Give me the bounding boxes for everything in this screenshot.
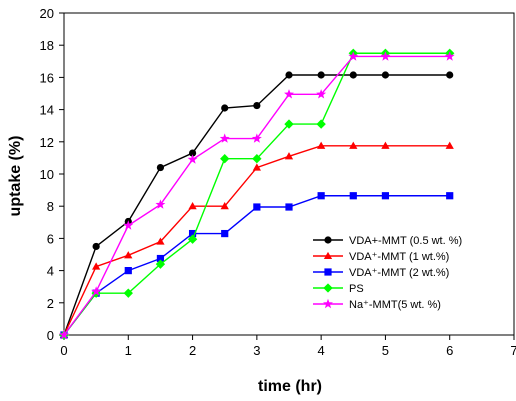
data-point	[251, 133, 262, 143]
data-point	[317, 192, 325, 200]
legend-marker	[323, 298, 333, 309]
data-point	[285, 71, 293, 79]
legend-label: Na⁺-MMT(5 wt. %)	[349, 299, 441, 311]
data-point	[381, 141, 390, 149]
data-point	[252, 154, 262, 164]
data-point	[316, 89, 327, 99]
data-point	[221, 104, 229, 112]
y-tick-label: 8	[47, 199, 54, 214]
y-tick-label: 12	[40, 135, 54, 150]
data-point	[91, 286, 102, 296]
data-point	[219, 133, 230, 143]
data-point	[221, 229, 229, 238]
y-tick-label: 4	[47, 264, 54, 279]
data-point	[380, 51, 391, 61]
legend-label: PS	[349, 283, 364, 295]
legend-entry: PS	[313, 283, 364, 295]
data-point	[123, 288, 133, 298]
y-tick-label: 10	[40, 167, 54, 182]
series-2	[60, 192, 454, 339]
data-point	[285, 203, 293, 211]
data-point	[59, 329, 69, 340]
series-line	[63, 74, 450, 336]
y-tick-label: 0	[47, 328, 54, 343]
data-point	[253, 101, 261, 110]
series-line	[63, 55, 450, 336]
legend-marker	[324, 268, 332, 276]
data-point	[155, 259, 166, 269]
data-point	[156, 254, 165, 263]
data-point	[220, 202, 229, 210]
data-point	[445, 141, 454, 149]
legend-marker	[324, 236, 332, 244]
legend-entry: VDA+-MMT (0.5 wt. %)	[313, 235, 462, 247]
data-point	[316, 119, 326, 129]
data-point	[446, 192, 454, 200]
data-point	[187, 234, 198, 244]
plot-area-frame	[63, 12, 515, 336]
x-tick-label: 5	[382, 343, 389, 358]
series-line	[63, 145, 450, 336]
data-point	[124, 251, 133, 259]
y-tick-label: 16	[40, 70, 54, 85]
series-line	[63, 195, 450, 336]
x-tick-label: 7	[510, 343, 516, 358]
data-point	[124, 267, 132, 275]
y-axis-title: uptake (%)	[7, 136, 24, 217]
data-point	[188, 149, 197, 157]
data-point	[188, 202, 197, 210]
data-point	[156, 237, 165, 245]
y-tick-label: 14	[40, 103, 54, 118]
data-point	[317, 141, 326, 149]
data-point	[317, 71, 325, 79]
x-tick-label: 3	[253, 343, 260, 358]
x-tick-label: 1	[125, 343, 132, 358]
legend-entry: VDA⁺-MMT (1 wt.%)	[313, 251, 449, 263]
data-point	[187, 154, 198, 164]
x-tick-label: 2	[189, 343, 196, 358]
legend-entry: VDA⁺-MMT (2 wt.%)	[313, 267, 449, 279]
x-tick-label: 6	[446, 343, 453, 358]
data-point	[188, 229, 197, 238]
data-point	[155, 199, 166, 209]
x-axis-title: time (hr)	[258, 378, 322, 395]
x-tick-label: 4	[318, 343, 325, 358]
legend-marker	[323, 283, 333, 293]
data-point	[381, 71, 390, 79]
data-point	[92, 242, 100, 251]
legend-label: VDA⁺-MMT (1 wt.%)	[349, 251, 449, 263]
legend-entry: Na⁺-MMT(5 wt. %)	[313, 298, 441, 311]
data-point	[253, 203, 261, 211]
data-point	[284, 89, 294, 99]
y-tick-label: 6	[47, 231, 54, 246]
legend-label: VDA⁺-MMT (2 wt.%)	[349, 267, 449, 279]
data-point	[381, 192, 390, 200]
legend-marker	[323, 251, 333, 260]
data-point	[92, 262, 101, 270]
data-point	[349, 192, 357, 200]
series-line	[63, 52, 450, 336]
data-point	[446, 71, 454, 79]
data-point	[156, 163, 165, 172]
data-point	[349, 71, 357, 79]
data-point	[444, 51, 455, 61]
y-tick-label: 20	[40, 6, 54, 21]
data-point	[349, 141, 358, 149]
data-point	[220, 154, 230, 164]
y-tick-label: 2	[47, 296, 54, 311]
series-0	[60, 71, 454, 339]
data-point	[252, 163, 261, 171]
legend-label: VDA+-MMT (0.5 wt. %)	[349, 235, 462, 247]
data-point	[348, 51, 359, 61]
series-4	[59, 51, 455, 340]
data-point	[284, 152, 294, 160]
data-point	[284, 119, 294, 129]
legend: VDA+-MMT (0.5 wt. %) VDA⁺-MMT (1 wt.%) VDA…	[313, 235, 462, 311]
y-tick-label: 18	[40, 38, 54, 53]
data-point	[123, 220, 134, 230]
series-3	[59, 48, 455, 340]
x-tick-label: 0	[60, 343, 67, 358]
